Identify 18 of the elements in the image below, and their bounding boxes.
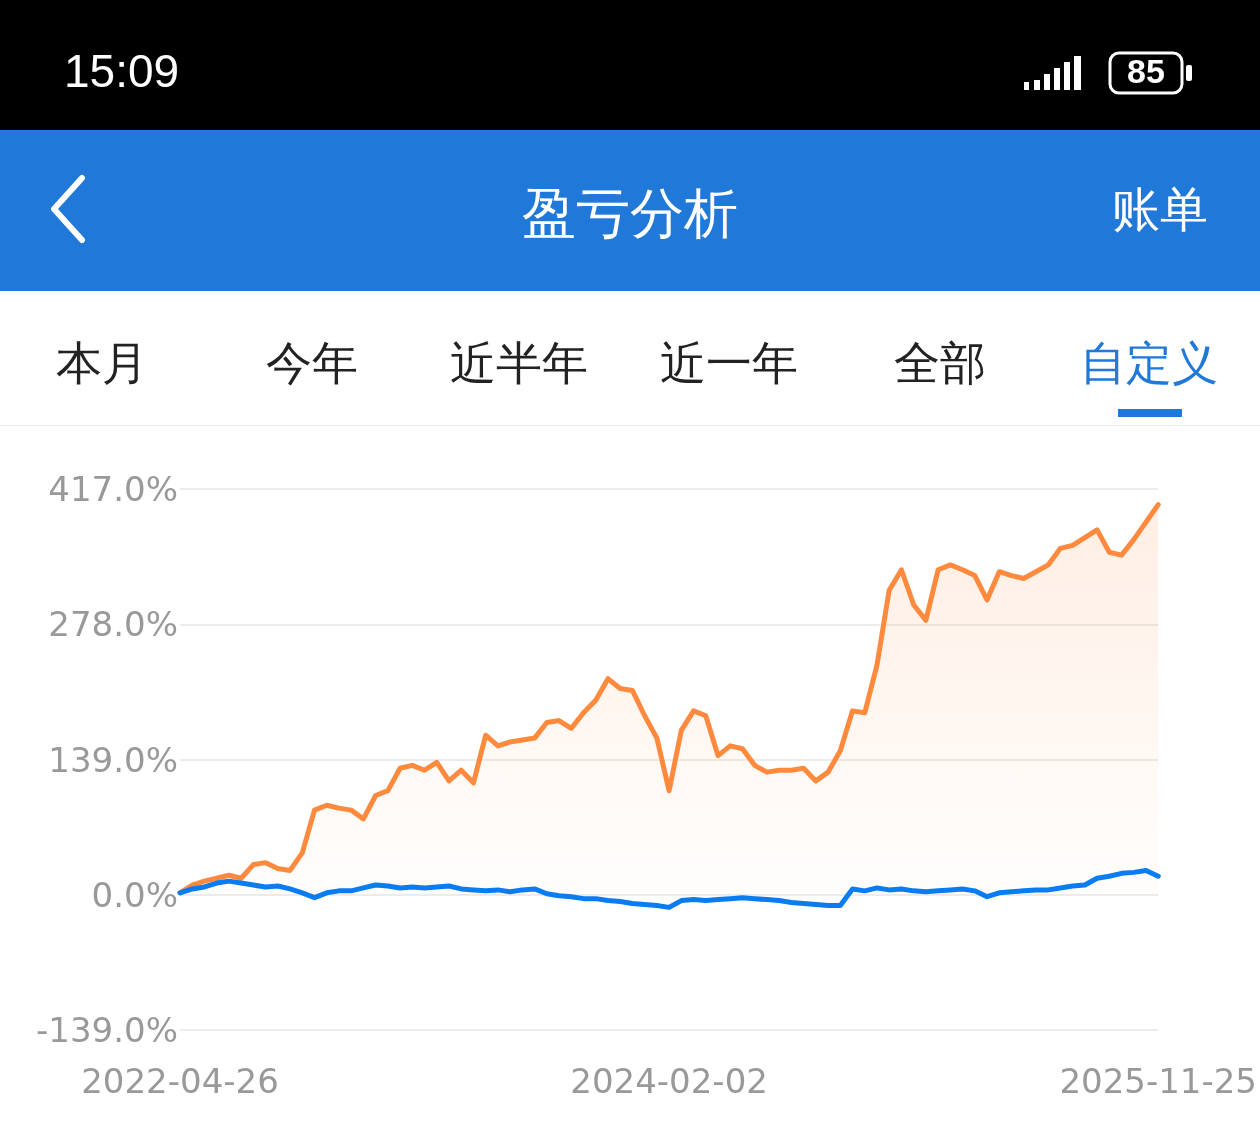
y-tick-label: 417.0%	[48, 469, 178, 509]
y-tick-label: -139.0%	[36, 1010, 178, 1050]
y-tick-label: 0.0%	[91, 874, 178, 915]
text: 近半年	[450, 335, 588, 392]
x-tick-label: 2022-04-26	[81, 1061, 279, 1101]
text: 全部	[894, 335, 986, 392]
x-tick-label: 2025-11-25	[1059, 1061, 1257, 1101]
text: 本月	[56, 335, 148, 392]
y-tick-label: 278.0%	[48, 604, 178, 645]
text: 近一年	[660, 335, 798, 392]
text: 今年	[266, 335, 358, 392]
chart-title: 盈亏分析	[522, 182, 738, 245]
y-tick-label: 139.0%	[48, 739, 178, 780]
text: 85	[1126, 52, 1166, 91]
text: 15:09	[64, 44, 180, 98]
x-tick-label: 2024-02-02	[570, 1061, 768, 1101]
text: 自定义	[1080, 335, 1218, 392]
text: 账单	[1112, 180, 1208, 239]
